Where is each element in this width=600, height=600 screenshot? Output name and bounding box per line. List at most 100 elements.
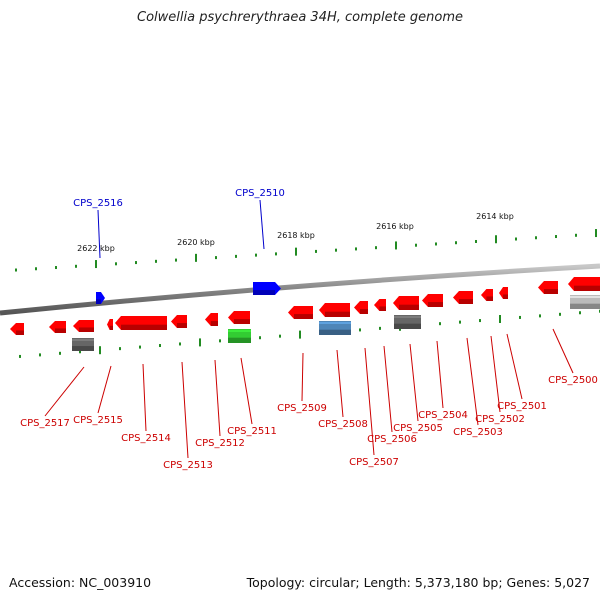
callout-line — [44, 366, 85, 417]
gene-label: CPS_2503 — [453, 427, 503, 438]
reverse-gene-3-shadow — [79, 327, 94, 332]
callout-line — [506, 333, 523, 400]
inner-tick — [499, 315, 501, 323]
reverse-gene-16 — [481, 289, 493, 301]
inner-tick — [519, 315, 521, 319]
reverse-gene-18-shadow — [544, 289, 558, 294]
inner-tick — [139, 345, 141, 349]
gray-feature-cps-2517-shadow — [72, 346, 94, 351]
inner-tick — [159, 344, 161, 348]
reverse-gene-7-highlight — [210, 314, 218, 316]
gene-label: CPS_2516 — [73, 198, 123, 209]
gene-label: CPS_2515 — [73, 415, 123, 426]
gray-feature-cps-2500 — [570, 295, 600, 309]
callout-line — [336, 349, 344, 418]
blue-feature-cps-2508-shadow — [319, 329, 351, 335]
outer-tick — [315, 249, 317, 253]
outer-tick — [275, 252, 277, 256]
outer-tick — [395, 241, 397, 250]
outer-tick — [435, 242, 437, 246]
reverse-gene-11-highlight — [360, 302, 368, 304]
genome-backbone — [0, 263, 600, 316]
gene-label: CPS_2504 — [418, 410, 468, 421]
outer-tick — [175, 258, 177, 262]
outer-tick — [95, 260, 97, 269]
reverse-gene-1-highlight — [16, 324, 24, 326]
inner-tick — [99, 346, 101, 355]
reverse-gene-8 — [228, 311, 250, 324]
reverse-gene-3 — [73, 320, 94, 332]
outer-tick — [355, 247, 357, 251]
reverse-gene-10 — [319, 303, 350, 317]
inner-tick — [79, 350, 81, 354]
reverse-gene-16-shadow — [486, 296, 493, 301]
genome-title: Colwellia psychrerythraea 34H, complete … — [137, 10, 463, 25]
reverse-gene-17 — [499, 287, 508, 299]
reverse-gene-10-highlight — [325, 304, 350, 306]
forward-gene-cps-2516-highlight — [96, 293, 101, 295]
rna-gene-cps-2511 — [228, 329, 251, 343]
outer-tick — [35, 267, 37, 271]
inner-tick — [259, 336, 261, 340]
reverse-gene-19-highlight — [574, 278, 600, 280]
gray-feature-cps-2505-highlight — [394, 316, 421, 318]
inner-tick — [459, 320, 461, 324]
rna-gene-cps-2511-shadow — [228, 337, 251, 343]
reverse-gene-9 — [288, 306, 313, 319]
gene-label: CPS_2500 — [548, 375, 598, 386]
reverse-gene-15-shadow — [459, 299, 473, 304]
reverse-gene-2-shadow — [55, 328, 66, 333]
outer-tick — [235, 254, 237, 258]
reverse-gene-15 — [453, 291, 473, 304]
forward-gene-cps-2510 — [253, 282, 281, 295]
callout-line — [214, 359, 221, 437]
inner-tick — [199, 338, 201, 347]
outer-tick — [295, 247, 297, 256]
callout-line — [364, 347, 375, 456]
topology-text: Topology: circular; Length: 5,373,180 bp… — [246, 575, 590, 590]
forward-gene-cps-2516 — [96, 292, 105, 304]
gene-callouts: CPS_2516 CPS_2510 CPS_2517 CPS_2515 CPS_2514… — [20, 188, 598, 471]
reverse-gene-4 — [107, 319, 113, 330]
reverse-gene-13-highlight — [399, 297, 419, 299]
gene-label: CPS_2510 — [235, 188, 285, 199]
gene-label: CPS_2501 — [497, 401, 547, 412]
inner-tick — [439, 322, 441, 326]
gene-label: CPS_2508 — [318, 419, 368, 430]
inner-tick — [539, 314, 541, 318]
rna-gene-cps-2511-highlight — [228, 330, 251, 332]
gene-label: CPS_2505 — [393, 423, 443, 434]
reverse-gene-18-highlight — [544, 282, 558, 284]
reverse-gene-8-highlight — [234, 312, 250, 314]
gray-feature-cps-2517-highlight — [72, 339, 94, 341]
reverse-gene-16-highlight — [486, 290, 493, 292]
gray-feature-cps-2505-shadow — [394, 323, 421, 329]
callout-line — [436, 340, 444, 409]
outer-tick — [495, 235, 497, 244]
reverse-gene-19 — [568, 277, 600, 291]
reverse-gene-19-shadow — [574, 285, 600, 291]
gene-label: CPS_2502 — [475, 414, 525, 425]
reverse-gene-8-shadow — [234, 319, 250, 324]
callout-line — [259, 199, 265, 250]
gray-feature-cps-2500-highlight — [570, 296, 600, 298]
inner-tick — [559, 312, 561, 316]
reverse-gene-13-shadow — [399, 304, 419, 310]
forward-gene-cps-2510-highlight — [253, 283, 275, 285]
inner-tick — [59, 351, 61, 355]
inner-tick — [579, 311, 581, 315]
callout-line — [466, 337, 479, 426]
reverse-gene-18 — [538, 281, 558, 294]
callout-line — [552, 328, 574, 374]
outer-tick — [155, 259, 157, 263]
reverse-gene-6 — [171, 315, 187, 328]
reverse-gene-17-shadow — [503, 294, 508, 299]
reverse-gene-6-highlight — [177, 316, 187, 318]
callout-line — [301, 352, 304, 402]
gene-features — [10, 277, 600, 351]
reverse-gene-5 — [115, 316, 167, 330]
outer-tick — [455, 241, 457, 245]
reverse-gene-3-highlight — [79, 321, 94, 323]
callout-line — [490, 335, 501, 413]
